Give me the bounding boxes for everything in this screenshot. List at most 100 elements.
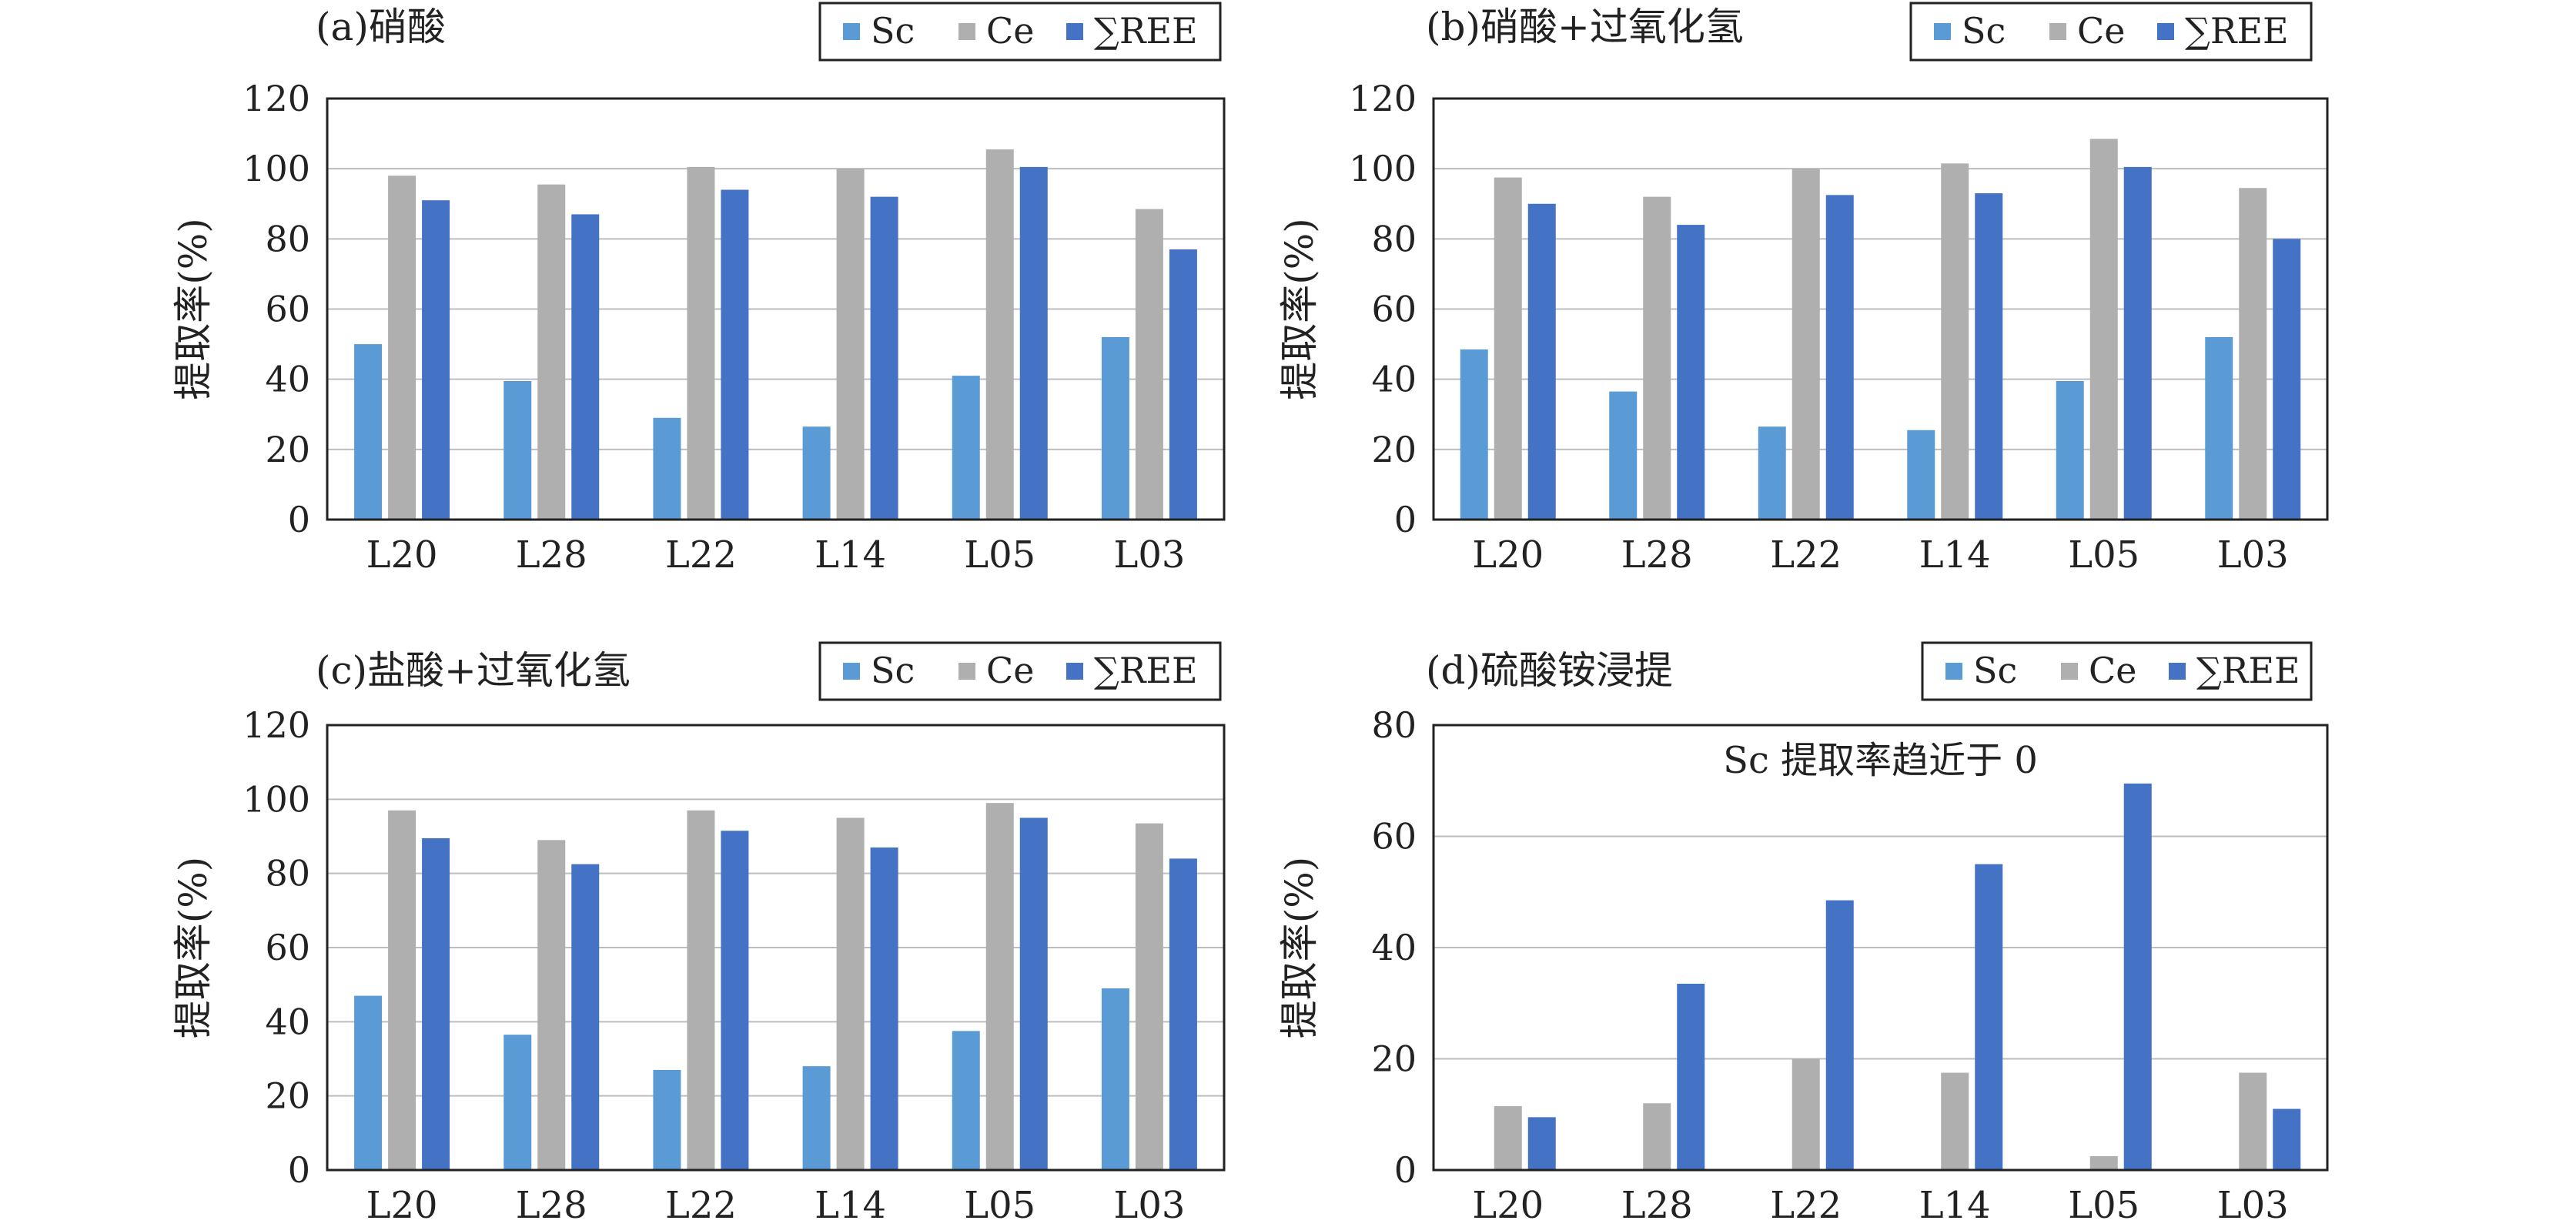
chart-panel-b: 0 20 40 60 80 100 120 L20 L28 L22 L14 L05 L03 提取率(%) (… xyxy=(1277,2,2329,577)
y-tick-label: 60 xyxy=(265,289,310,330)
plot-frame xyxy=(326,97,1226,521)
legend-swatch-ce xyxy=(2061,663,2078,680)
legend-swatch-ree xyxy=(1066,663,1083,680)
panel-title: (d)硫酸铵浸提 xyxy=(1426,648,1673,693)
chart-panel-d: 0 20 40 60 80 L20 L28 L22 L14 L05 L03 提取率(%) (d)硫酸铵浸… xyxy=(1277,641,2329,1227)
legend-box xyxy=(818,641,1222,701)
legend-label-ree: ∑REE xyxy=(2185,10,2289,52)
y-tick-label: 20 xyxy=(1371,429,1417,470)
y-tick-label: 100 xyxy=(243,148,310,189)
chart-panel-c: 0 20 40 60 80 100 120 L20 L28 L22 L14 L05 L03 提取率(%) (… xyxy=(171,641,1226,1227)
y-tick-label: 120 xyxy=(243,704,310,746)
y-tick-label: 60 xyxy=(1371,289,1417,330)
y-tick-label: 20 xyxy=(265,1075,310,1117)
bar-ce-l22 xyxy=(1791,1058,1820,1170)
bar-ce-l03 xyxy=(1135,209,1163,520)
x-tick-label: L03 xyxy=(1113,1184,1185,1227)
annotation: Sc 提取率趋近于 0 xyxy=(1723,739,2038,782)
bar-ree-l22 xyxy=(1825,195,1854,520)
bar-ree-l20 xyxy=(422,838,450,1170)
bar-ce-l14 xyxy=(836,817,865,1170)
y-tick-label: 100 xyxy=(243,778,310,820)
bar-sc-l22 xyxy=(1758,426,1786,520)
bar-ree-l14 xyxy=(1975,864,2003,1170)
bar-sc-l28 xyxy=(503,1035,532,1170)
bar-ce-l20 xyxy=(388,810,417,1170)
legend-label-ree: ∑REE xyxy=(1094,10,1198,52)
legend-swatch-sc xyxy=(843,663,860,680)
legend-label-ce: Ce xyxy=(986,650,1034,691)
y-tick-label: 40 xyxy=(265,359,310,400)
y-tick-label: 20 xyxy=(265,429,310,470)
legend-swatch-sc xyxy=(1945,663,1962,680)
y-tick-label: 0 xyxy=(1394,1149,1417,1191)
bar-ree-l05 xyxy=(1019,166,1048,520)
bar-ree-l28 xyxy=(571,214,600,520)
legend-box xyxy=(1909,2,2313,62)
bar-sc-l03 xyxy=(1101,988,1129,1170)
bar-sc-l05 xyxy=(2056,380,2084,520)
bar-ree-l14 xyxy=(870,847,898,1170)
legend-label-sc: Sc xyxy=(1973,650,2017,691)
bar-ce-l22 xyxy=(687,810,715,1170)
bar-sc-l20 xyxy=(354,344,383,520)
bar-ree-l28 xyxy=(571,864,600,1170)
bar-ce-l03 xyxy=(2239,1072,2267,1170)
y-axis-label: 提取率(%) xyxy=(171,218,216,400)
bar-ce-l03 xyxy=(1135,823,1163,1170)
bar-sc-l20 xyxy=(354,995,383,1170)
y-tick-label: 120 xyxy=(1349,78,1417,119)
bar-ree-l14 xyxy=(870,196,898,520)
bar-ce-l20 xyxy=(1494,1105,1522,1170)
bar-sc-l05 xyxy=(952,1031,980,1170)
bar-ce-l05 xyxy=(985,149,1014,520)
bar-ce-l28 xyxy=(537,840,566,1170)
legend-label-ce: Ce xyxy=(2077,10,2125,52)
legend-label-sc: Sc xyxy=(1962,10,2006,52)
bar-ree-l20 xyxy=(1527,203,1556,520)
plot-frame xyxy=(326,724,1226,1172)
x-tick-label: L22 xyxy=(665,533,737,577)
bar-ree-l22 xyxy=(721,831,749,1170)
x-tick-label: L20 xyxy=(1472,533,1544,577)
y-axis-label: 提取率(%) xyxy=(1277,857,1322,1039)
bar-ce-l28 xyxy=(1643,1103,1671,1170)
x-tick-label: L28 xyxy=(1621,1184,1693,1227)
bar-ree-l22 xyxy=(1825,900,1854,1170)
y-tick-label: 60 xyxy=(265,927,310,968)
legend-box xyxy=(1921,641,2313,701)
x-tick-label: L05 xyxy=(2068,533,2139,577)
x-tick-label: L05 xyxy=(964,1184,1035,1227)
x-tick-label: L14 xyxy=(815,533,886,577)
bar-ree-l05 xyxy=(2123,166,2152,520)
y-tick-label: 80 xyxy=(265,218,310,259)
y-tick-label: 120 xyxy=(243,78,310,119)
x-tick-label: L20 xyxy=(1472,1184,1544,1227)
y-axis-label: 提取率(%) xyxy=(171,857,216,1039)
bar-ce-l05 xyxy=(985,803,1014,1170)
x-tick-label: L22 xyxy=(665,1184,737,1227)
bar-sc-l22 xyxy=(653,1069,681,1170)
bar-ree-l03 xyxy=(1169,858,1197,1170)
bar-ree-l20 xyxy=(422,200,450,520)
bar-sc-l22 xyxy=(653,417,681,520)
y-tick-label: 20 xyxy=(1371,1038,1417,1080)
bar-ree-l03 xyxy=(2273,1108,2301,1170)
x-tick-label: L20 xyxy=(366,1184,438,1227)
y-tick-label: 0 xyxy=(288,499,310,540)
bar-sc-l20 xyxy=(1460,349,1488,520)
x-tick-label: L03 xyxy=(2217,533,2289,577)
x-tick-label: L05 xyxy=(964,533,1035,577)
bar-ree-l05 xyxy=(1019,817,1048,1170)
x-tick-label: L22 xyxy=(1770,1184,1842,1227)
bar-sc-l03 xyxy=(2205,336,2233,520)
bar-ce-l28 xyxy=(1643,196,1671,520)
bar-ree-l28 xyxy=(1677,983,1705,1170)
y-tick-label: 80 xyxy=(265,853,310,894)
panel-title: (c)盐酸+过氧化氢 xyxy=(316,648,631,693)
legend-swatch-ce xyxy=(958,663,975,680)
legend-label-ce: Ce xyxy=(986,10,1034,52)
legend-swatch-ce xyxy=(958,23,975,40)
bar-sc-l03 xyxy=(1101,336,1129,520)
